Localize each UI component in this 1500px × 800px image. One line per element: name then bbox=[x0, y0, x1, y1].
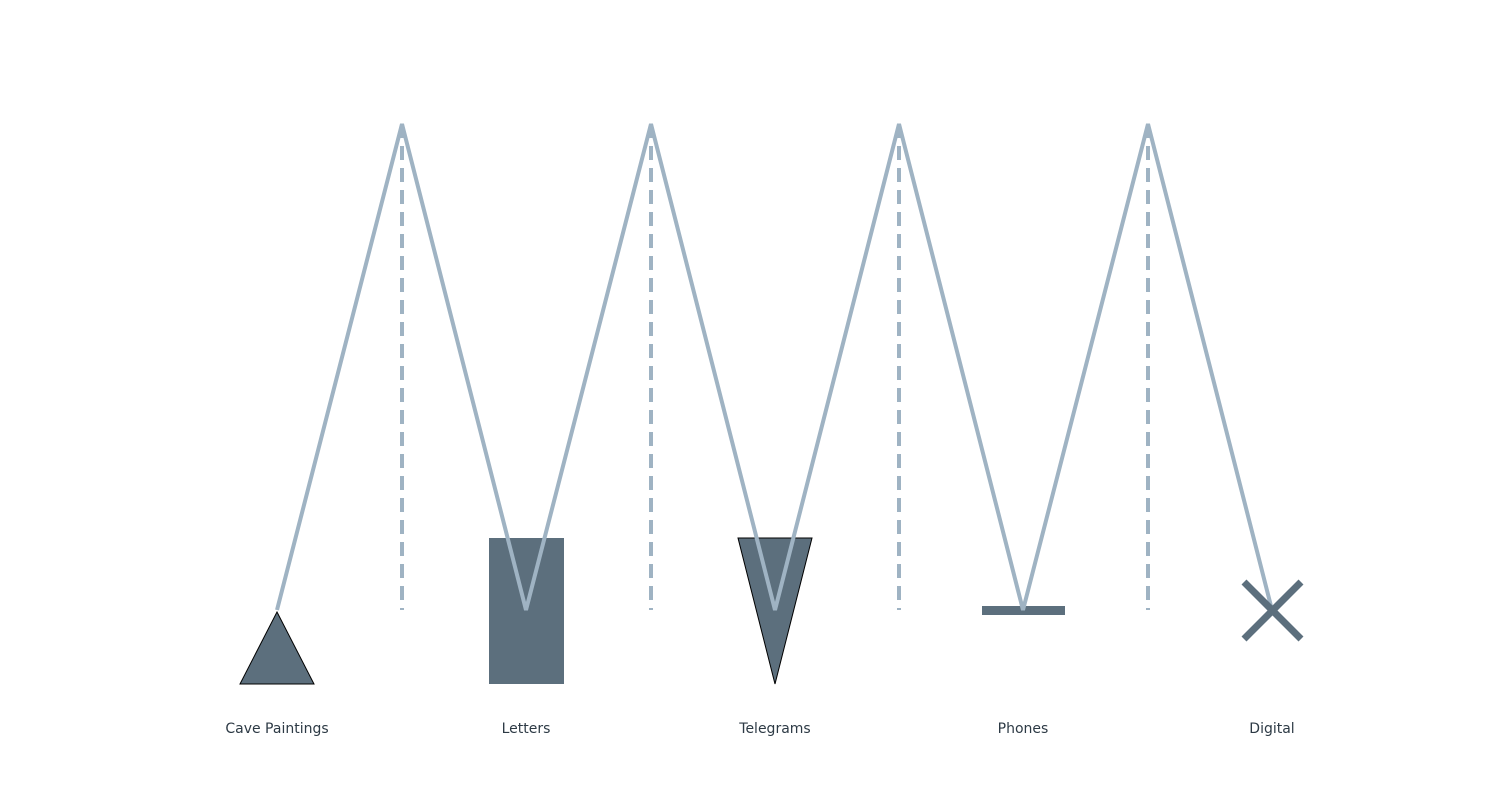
stage-label-letters: Letters bbox=[502, 721, 551, 737]
stage-label-cave-paintings: Cave Paintings bbox=[225, 721, 328, 737]
flat-bar-icon bbox=[982, 606, 1065, 615]
connector-layer bbox=[400, 124, 1150, 610]
x-mark-icon bbox=[1241, 579, 1304, 642]
stage-phones: Phones bbox=[982, 606, 1065, 737]
zigzag-connector-line bbox=[275, 123, 1274, 611]
stage-label-digital: Digital bbox=[1249, 721, 1294, 737]
stage-digital: Digital bbox=[1241, 579, 1304, 737]
stage-letters: Letters bbox=[489, 538, 564, 737]
stage-telegrams: Telegrams bbox=[737, 537, 813, 737]
stage-label-phones: Phones bbox=[998, 721, 1049, 737]
rectangle-icon bbox=[489, 538, 564, 684]
triangle-up-icon bbox=[239, 610, 315, 685]
triangle-down-icon bbox=[737, 537, 813, 685]
stage-label-telegrams: Telegrams bbox=[738, 721, 810, 737]
stage-cave-paintings: Cave Paintings bbox=[225, 610, 329, 737]
